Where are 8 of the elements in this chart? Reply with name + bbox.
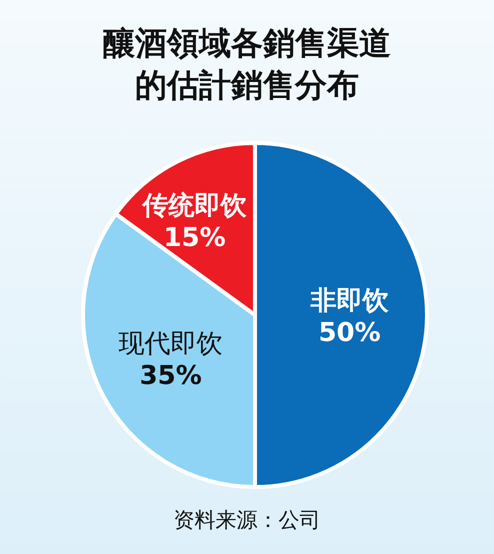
slice-label: 传统即饮 bbox=[142, 190, 248, 221]
data-label: 35% bbox=[140, 360, 202, 391]
data-label: 15% bbox=[163, 222, 226, 253]
data-label: 50% bbox=[318, 318, 381, 348]
chart-title: 釀酒領域各銷售渠道的估計銷售分布 bbox=[102, 23, 392, 106]
text: 资料来源：公司 bbox=[172, 507, 322, 534]
slice-label: 非即饮 bbox=[310, 286, 390, 316]
slice-label: 现代即饮 bbox=[118, 328, 223, 359]
